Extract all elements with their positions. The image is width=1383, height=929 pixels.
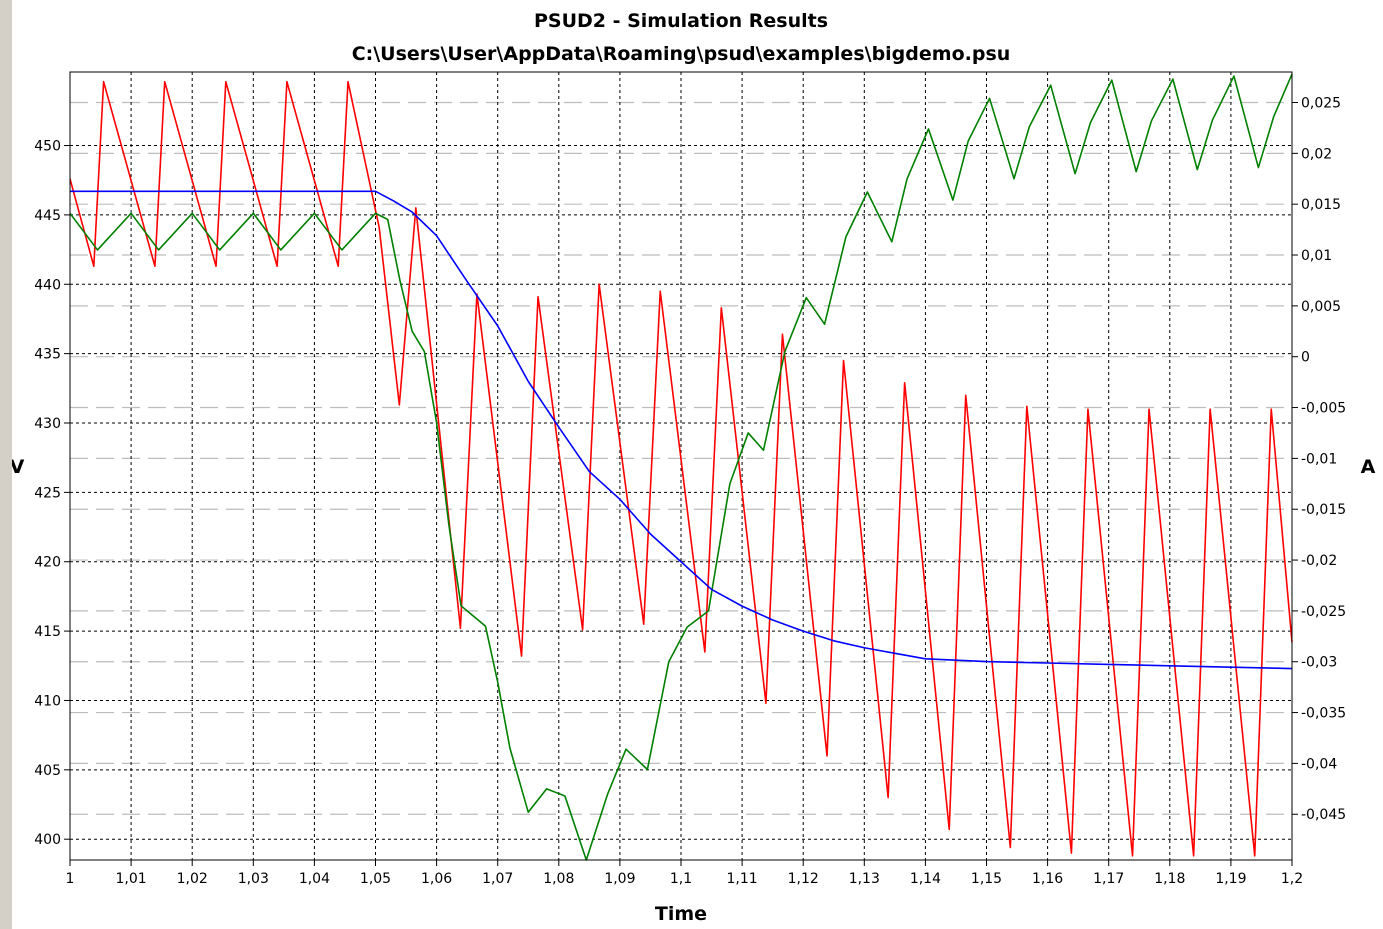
series-line-1 bbox=[69, 73, 1293, 861]
y2-tick-label-8: -0,015 bbox=[1301, 502, 1346, 518]
y-tick-label-2: 410 bbox=[34, 693, 61, 709]
x-tick-label-4: 1,04 bbox=[299, 871, 330, 887]
y-axis-label: V bbox=[12, 456, 25, 478]
y-tick-label-7: 435 bbox=[34, 347, 61, 363]
y2-tick-label-2: 0,015 bbox=[1301, 197, 1341, 213]
x-tick-label-0: 1 bbox=[66, 871, 75, 887]
y2-tick-label-6: -0,005 bbox=[1301, 401, 1346, 417]
y2-tick-label-11: -0,03 bbox=[1301, 655, 1337, 671]
ticks: 1 1,01 1,02 1,03 1,04 1,05 1,06 1,07 1,08 1,09 1,1… bbox=[34, 96, 1346, 887]
x-tick-label-15: 1,15 bbox=[971, 871, 1002, 887]
y2-tick-label-3: 0,01 bbox=[1301, 248, 1332, 264]
chart-subtitle: C:\Users\User\AppData\Roaming\psud\examp… bbox=[352, 43, 1011, 65]
x-tick-label-1: 1,01 bbox=[116, 871, 147, 887]
x-tick-label-9: 1,09 bbox=[604, 871, 635, 887]
x-tick-label-8: 1,08 bbox=[543, 871, 574, 887]
x-tick-label-18: 1,18 bbox=[1154, 871, 1185, 887]
y2-tick-label-1: 0,02 bbox=[1301, 146, 1332, 162]
x-tick-label-16: 1,16 bbox=[1032, 871, 1063, 887]
chart-svg: 1 1,01 1,02 1,03 1,04 1,05 1,06 1,07 1,08 1,09 1,1… bbox=[12, 10, 1376, 925]
x-tick-label-19: 1,19 bbox=[1215, 871, 1246, 887]
y2-tick-label-0: 0,025 bbox=[1301, 96, 1341, 112]
chart-title: PSUD2 - Simulation Results bbox=[534, 10, 828, 32]
x-tick-label-6: 1,06 bbox=[421, 871, 452, 887]
series-line-0 bbox=[69, 80, 1293, 857]
x-tick-label-14: 1,14 bbox=[910, 871, 941, 887]
y2-tick-label-7: -0,01 bbox=[1301, 451, 1337, 467]
y-tick-label-4: 420 bbox=[34, 555, 61, 571]
series-layer bbox=[69, 73, 1293, 861]
y2-axis-label: A bbox=[1361, 456, 1376, 478]
x-tick-label-3: 1,03 bbox=[238, 871, 269, 887]
x-tick-label-20: 1,2 bbox=[1281, 871, 1303, 887]
y2-tick-label-10: -0,025 bbox=[1301, 604, 1346, 620]
y-tick-label-8: 440 bbox=[34, 277, 61, 293]
x-tick-label-12: 1,12 bbox=[788, 871, 819, 887]
y-tick-label-10: 450 bbox=[34, 139, 61, 155]
chart-panel: 1 1,01 1,02 1,03 1,04 1,05 1,06 1,07 1,08 1,09 1,1… bbox=[12, 0, 1383, 929]
y-tick-label-9: 445 bbox=[34, 208, 61, 224]
x-tick-label-13: 1,13 bbox=[849, 871, 880, 887]
x-tick-label-5: 1,05 bbox=[360, 871, 391, 887]
y-tick-label-6: 430 bbox=[34, 416, 61, 432]
y2-tick-label-14: -0,045 bbox=[1301, 807, 1346, 823]
series-line-2 bbox=[70, 190, 1293, 670]
y-tick-label-0: 400 bbox=[34, 832, 61, 848]
y2-tick-label-4: 0,005 bbox=[1301, 299, 1341, 315]
x-tick-label-10: 1,1 bbox=[670, 871, 692, 887]
y-tick-label-5: 425 bbox=[34, 485, 61, 501]
plot-background bbox=[70, 72, 1292, 860]
x-axis-label: Time bbox=[655, 903, 707, 925]
y2-tick-label-9: -0,02 bbox=[1301, 553, 1337, 569]
y2-tick-label-12: -0,035 bbox=[1301, 706, 1346, 722]
y-tick-label-1: 405 bbox=[34, 763, 61, 779]
y2-tick-label-5: 0 bbox=[1301, 350, 1310, 366]
y2-tick-label-13: -0,04 bbox=[1301, 756, 1337, 772]
x-tick-label-11: 1,11 bbox=[727, 871, 758, 887]
x-tick-label-2: 1,02 bbox=[177, 871, 208, 887]
x-tick-label-7: 1,07 bbox=[482, 871, 513, 887]
y-tick-label-3: 415 bbox=[34, 624, 61, 640]
x-tick-label-17: 1,17 bbox=[1093, 871, 1124, 887]
